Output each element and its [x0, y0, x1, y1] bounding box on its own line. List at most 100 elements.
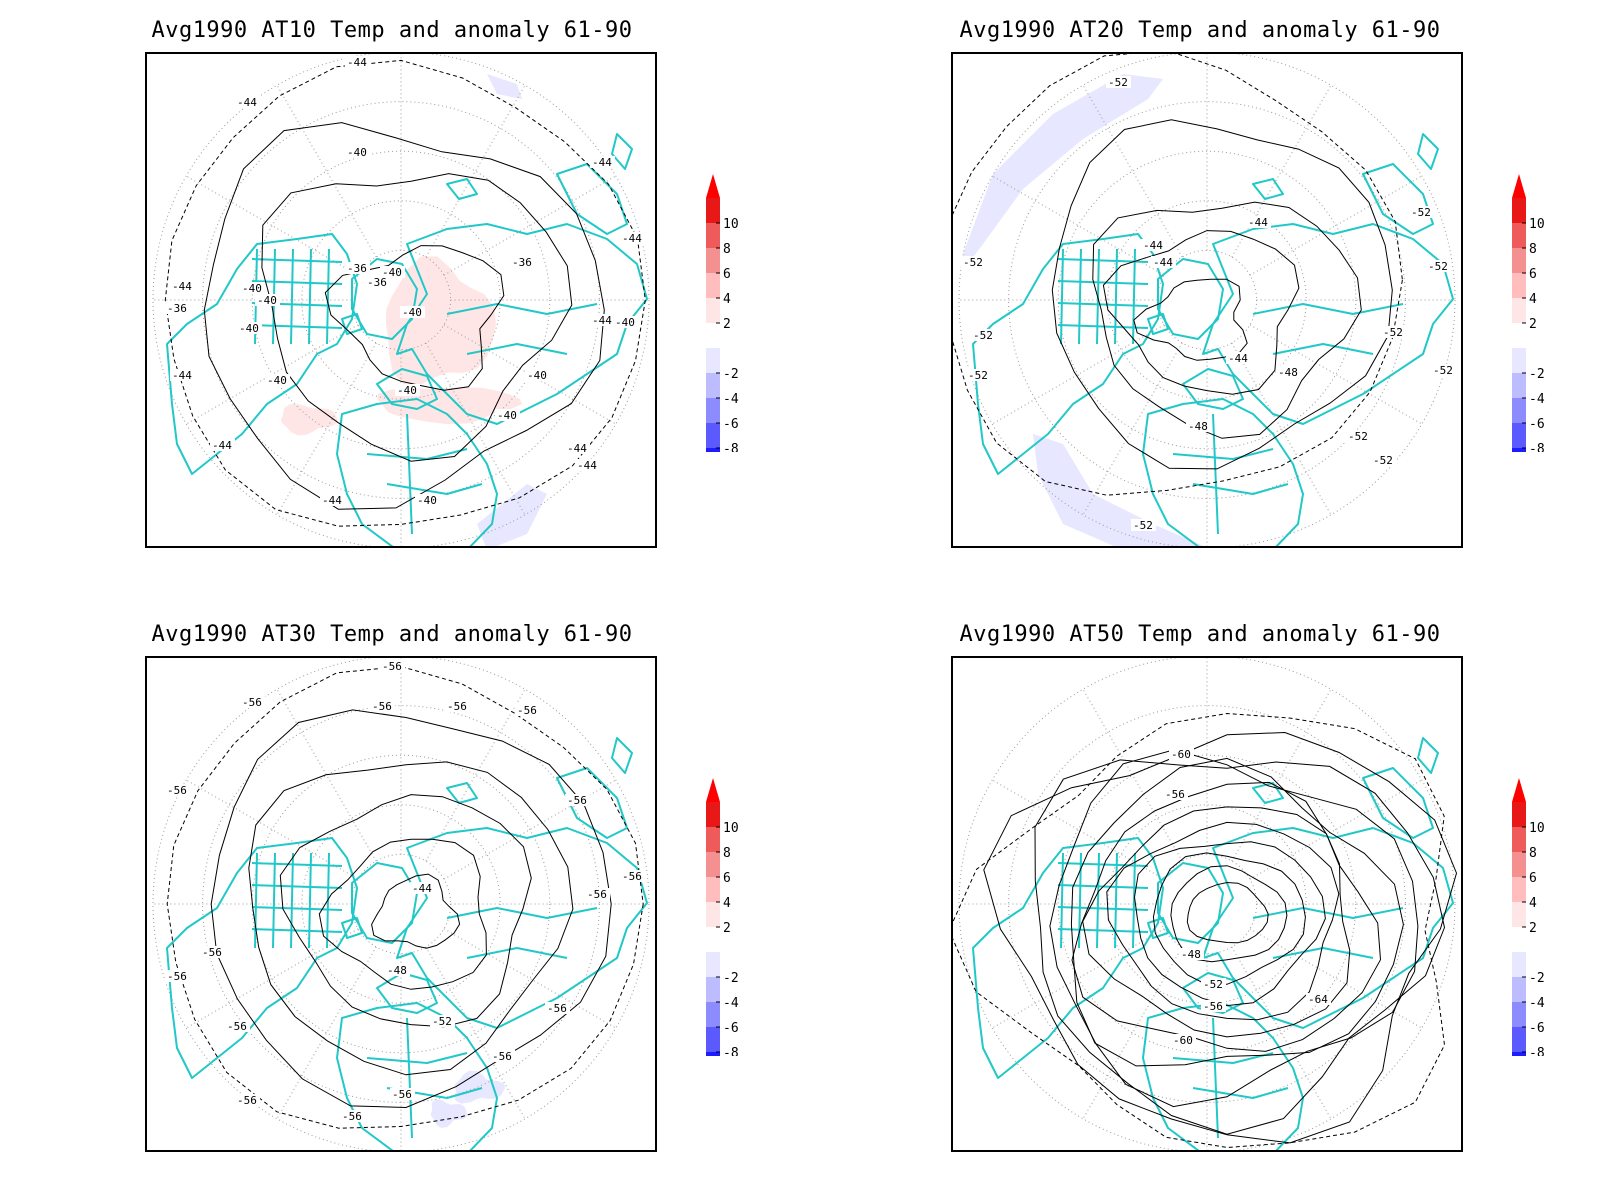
contour-line [1092, 201, 1362, 439]
contour-label-bg [1169, 748, 1194, 760]
colorbar-segment [706, 248, 720, 273]
colorbar-segment [1512, 877, 1526, 902]
contour-label-bg [235, 1094, 260, 1106]
colorbar-tick-label: -8 [723, 442, 739, 452]
colorbar-arrow-high [706, 174, 720, 198]
contour-label-bg [345, 262, 370, 274]
continent-north-america [166, 233, 358, 475]
meridian-line [1249, 324, 1423, 425]
contour-label-bg [620, 870, 645, 882]
contour-label: -44 [1248, 216, 1268, 229]
polar-map-plot: -52-52-52-44-44-44 -52-52-44-48-52-48-52-… [953, 54, 1456, 546]
contour-label: -40 [382, 266, 402, 279]
colorbar-tick-label: 4 [1529, 896, 1537, 911]
contour-label-bg [565, 442, 590, 454]
contour-label: -44 [322, 494, 342, 507]
contour-line [1170, 865, 1288, 963]
continent-eurasia [396, 827, 648, 1029]
polar-map: -52 -52 -52 -44 -44 -44 -52 -52 -44 -48 -52 -48 -52-… [951, 52, 1463, 548]
contour-label: -64 [1308, 993, 1328, 1006]
contours [953, 54, 1403, 496]
contour-label-bg [400, 306, 425, 318]
continent-greenland [351, 862, 418, 944]
meridian-line [276, 84, 377, 258]
continent-eurasia [1202, 223, 1454, 425]
contour-label-bg [1246, 216, 1271, 228]
contour-label-bg [255, 294, 280, 306]
lat-lon-grid [958, 658, 1456, 1150]
anomaly-shading-cold [487, 74, 522, 99]
contour-label-bg [590, 156, 615, 168]
contour-label: -44 [172, 280, 192, 293]
latitude-circle [251, 150, 551, 450]
latitude-circle [301, 200, 501, 400]
contour-line [1049, 749, 1419, 1108]
coast-island [1417, 133, 1439, 170]
contour-label: -56 [227, 1020, 247, 1033]
contour-line [1152, 852, 1306, 985]
colorbar-tick-label: 10 [1529, 217, 1545, 232]
contour-label-bg [1171, 1034, 1196, 1046]
contour-label: -52 [968, 369, 988, 382]
continent-europe [1182, 368, 1244, 410]
coast-island [1252, 178, 1284, 200]
contour-line [318, 838, 487, 990]
latitude-circle [1107, 804, 1307, 1004]
contour-line [203, 122, 605, 510]
contour-label-bg [1371, 454, 1396, 466]
colorbar-segment [706, 223, 720, 248]
continent-north-america [166, 837, 358, 1079]
latitude-circle [301, 804, 501, 1004]
contour-label: -36 [367, 276, 387, 289]
contour-label: -56 [517, 704, 537, 717]
colorbar-segment [1512, 273, 1526, 298]
contour-label: -52 [1373, 454, 1393, 467]
coast-island [1147, 917, 1169, 939]
contour-label: -56 [622, 870, 642, 883]
colorbar-tick-label: 8 [723, 846, 731, 861]
colorbar-segment [706, 1052, 720, 1056]
contour-label-bg [545, 1002, 570, 1014]
colorbar-tick-label: 4 [723, 896, 731, 911]
contour-line [983, 731, 1458, 1144]
colorbar-segment [706, 902, 720, 927]
contours [953, 712, 1458, 1149]
border-line [1172, 413, 1289, 535]
border-line [308, 852, 312, 949]
colorbar-segment [1512, 827, 1526, 852]
border-line [1057, 906, 1149, 911]
contour-label: -52 [1108, 76, 1128, 89]
contour-label: -48 [1188, 420, 1208, 433]
contour-label: -56 [382, 660, 402, 673]
contour-label-bg [1346, 430, 1371, 442]
contour-label-bg [1226, 352, 1251, 364]
colorbar-segment [1512, 298, 1526, 323]
latitude-circle [1156, 853, 1258, 955]
border-line [446, 907, 598, 959]
colorbar-tick-label: -4 [1529, 392, 1545, 407]
contour-label-bg [320, 494, 345, 506]
contour-label: -44 [1143, 239, 1163, 252]
contour-label: -40 [527, 369, 547, 382]
contour-label-bg [613, 316, 638, 328]
border-line [1078, 248, 1082, 345]
colorbar-arrow-high [1512, 174, 1526, 198]
continent-north-america [972, 837, 1164, 1079]
contour-label-bg [1276, 366, 1301, 378]
colorbar-tick-label: -4 [723, 996, 739, 1011]
contour-line [324, 245, 505, 391]
contour-label: -56 [237, 1094, 257, 1107]
contour-label: -52 [1348, 430, 1368, 443]
border-line [251, 258, 343, 263]
border-line [251, 884, 343, 889]
coast-island [1147, 313, 1169, 335]
contour-label: -56 [492, 1050, 512, 1063]
contour-line [953, 712, 1446, 1149]
contour-label: -56 [242, 696, 262, 709]
panel-title: Avg1990 AT20 Temp and anomaly 61-90 [959, 18, 1441, 43]
contour-label-bg [1431, 364, 1456, 376]
contour-label-bg [380, 660, 405, 672]
contour-label: -44 [577, 459, 597, 472]
coast-island [1417, 737, 1439, 774]
